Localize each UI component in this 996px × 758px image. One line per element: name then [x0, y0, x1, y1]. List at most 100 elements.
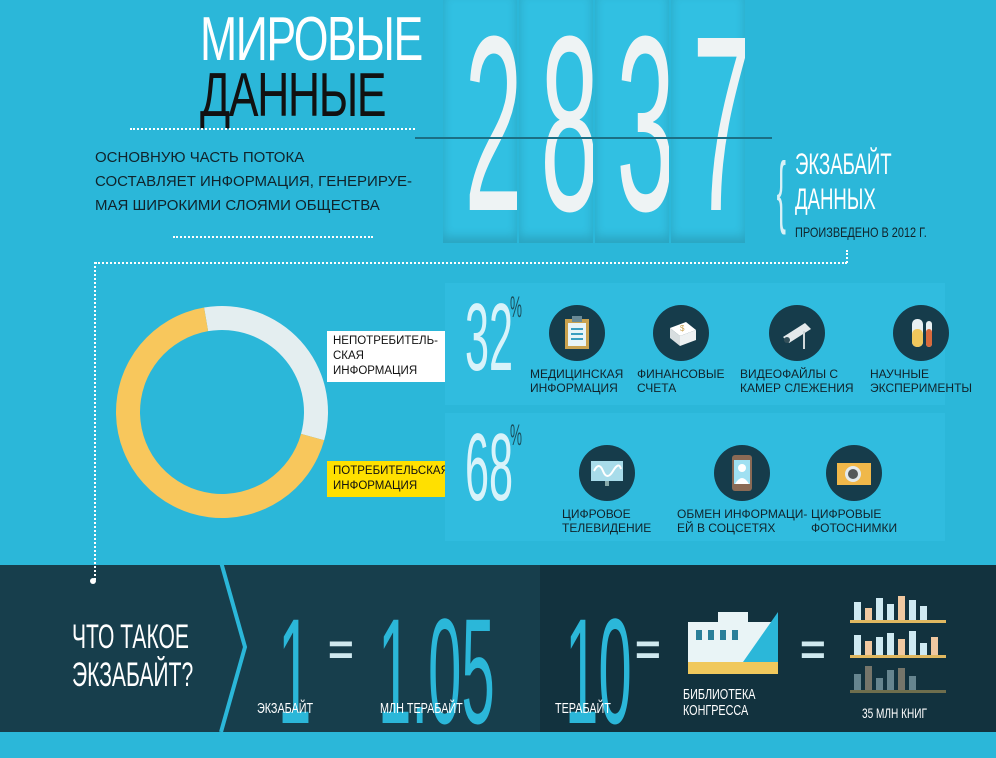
book: [865, 608, 872, 620]
security-camera-icon: [768, 305, 825, 361]
book: [931, 637, 938, 655]
divider: [846, 250, 848, 263]
digit: 2: [464, 0, 517, 243]
book: [887, 604, 894, 620]
item-label: ИНФОРМАЦИЯ: [530, 381, 618, 395]
chevron-right-icon: [219, 562, 248, 732]
subtitle-line: ОСНОВНУЮ ЧАСТЬ ПОТОКА: [95, 149, 305, 166]
svg-text:$: $: [680, 324, 685, 333]
label-line: НЕПОТРЕБИТЕЛЬ-: [333, 335, 438, 347]
digit-tile: 2: [443, 0, 517, 243]
subtitle-line: МАЯ ШИРОКИМИ СЛОЯМИ ОБЩЕСТВА: [95, 197, 380, 214]
question: ЧТО ТАКОЕ ЭКЗАБАЙТ?: [72, 618, 267, 694]
book: [898, 668, 905, 690]
item-label: ЕЙ В СОЦСЕТЯХ: [677, 521, 776, 535]
item-label: ЭКСПЕРИМЕНТЫ: [870, 381, 973, 395]
title-line1: МИРОВЫЕ: [200, 5, 423, 74]
item-label: ОБМЕН ИНФОРМАЦИ-: [677, 507, 808, 521]
book: [920, 606, 927, 620]
library-label: БИБЛИОТЕКА КОНГРЕССА: [683, 687, 784, 719]
smartphone-icon: [714, 445, 771, 501]
books-label: 35 МЛН КНИГ: [862, 705, 927, 721]
item-social: ОБМЕН ИНФОРМАЦИ- ЕЙ В СОЦСЕТЯХ: [677, 445, 807, 535]
shelf: [850, 690, 946, 693]
digit: 8: [540, 0, 593, 243]
item-medical: МЕДИЦИНСКАЯ ИНФОРМАЦИЯ: [530, 305, 623, 395]
exabyte-label: ЭКЗАБАЙТ: [257, 700, 314, 717]
library-terabytes-label: ТЕРАБАЙТ: [555, 700, 611, 717]
connector-line: [94, 562, 96, 580]
question-line: ЭКЗАБАЙТ?: [72, 656, 194, 694]
subtitle-line: СОСТАВЛЯЕТ ИНФОРМАЦИЯ, ГЕНЕРИРУЕ-: [95, 173, 413, 190]
book: [909, 676, 916, 690]
book: [854, 602, 861, 620]
label-line: СКАЯ ИНФОРМАЦИЯ: [333, 350, 418, 377]
library-terabytes: 10: [565, 587, 632, 755]
label-nonconsumer: НЕПОТРЕБИТЕЛЬ- СКАЯ ИНФОРМАЦИЯ: [327, 331, 457, 382]
percent-value: 68: [465, 414, 514, 521]
item-label: СЧЕТА: [637, 381, 677, 395]
tv-icon: [578, 445, 635, 501]
label-line: ПОТРЕБИТЕЛЬСКАЯ: [333, 465, 449, 477]
book: [909, 600, 916, 620]
book: [898, 639, 905, 655]
item-label: ВИДЕОФАЙЛЫ С: [740, 367, 839, 381]
camera-icon: [826, 445, 883, 501]
terabyte-label: МЛН ТЕРАБАЙТ: [380, 700, 463, 717]
percent-value: 32: [465, 284, 514, 391]
book: [887, 633, 894, 655]
item-finance: $ ФИНАНСОВЫЕ СЧЕТА: [637, 305, 724, 395]
percent-sign: %: [510, 419, 523, 452]
clipboard-icon: [548, 305, 605, 361]
percent-sign: %: [510, 291, 523, 324]
item-science: НАУЧНЫЕ ЭКСПЕРИМЕНТЫ: [870, 305, 972, 395]
item-label: ТЕЛЕВИДЕНИЕ: [562, 521, 652, 535]
library-label-line: БИБЛИОТЕКА: [683, 686, 756, 703]
item-label: НАУЧНЫЕ: [870, 367, 930, 381]
exabyte-count: 1: [278, 587, 312, 755]
item-label: КАМЕР СЛЕЖЕНИЯ: [740, 381, 854, 395]
book: [854, 674, 861, 690]
donut-chart: [116, 306, 328, 518]
consumer-panel: 68 % ЦИФРОВОЕ ТЕЛЕВИДЕНИЕ ОБМЕН ИНФОРМАЦИ…: [445, 413, 945, 541]
money-stack-icon: $: [652, 305, 709, 361]
book: [909, 631, 916, 655]
bookshelves-icon: [850, 596, 946, 693]
produced-note: ПРОИЗВЕДЕНО В 2012 Г.: [795, 224, 927, 240]
donut-slice: [204, 306, 328, 441]
question-line: ЧТО ТАКОЕ: [72, 618, 189, 656]
book: [876, 598, 883, 620]
book: [865, 641, 872, 655]
shelf: [850, 655, 946, 658]
shelf: [850, 620, 946, 623]
split-line: [415, 137, 772, 139]
digit-tile: 3: [595, 0, 669, 243]
library-building-icon: [688, 612, 778, 674]
unit-line2: ДАННЫХ: [795, 183, 876, 216]
connector-line: [94, 262, 96, 580]
test-tubes-icon: [893, 305, 950, 361]
brace-icon: {: [776, 146, 787, 235]
item-label: ФОТОСНИМКИ: [811, 521, 898, 535]
divider: [130, 128, 415, 130]
item-label: ЦИФРОВЫЕ: [811, 507, 882, 521]
book: [920, 643, 927, 655]
divider: [95, 262, 847, 264]
title-line2: ДАННЫЕ: [200, 61, 387, 130]
subtitle: ОСНОВНУЮ ЧАСТЬ ПОТОКА СОСТАВЛЯЕТ ИНФОРМА…: [95, 146, 412, 218]
book: [876, 678, 883, 690]
library-label-line: КОНГРЕССА: [683, 702, 749, 719]
connector-dot: [90, 578, 96, 584]
digit: 3: [616, 0, 669, 243]
digit-tile: 7: [671, 0, 745, 243]
divider: [173, 236, 373, 238]
item-tv: ЦИФРОВОЕ ТЕЛЕВИДЕНИЕ: [562, 445, 651, 535]
item-label: ФИНАНСОВЫЕ: [637, 367, 725, 381]
book: [887, 670, 894, 690]
equals-sign: =: [328, 625, 354, 674]
book: [865, 666, 872, 690]
nonconsumer-panel: 32 % МЕДИЦИНСКАЯ ИНФОРМАЦИЯ $ ФИНАНСОВЫЕ С…: [445, 283, 972, 405]
item-photo: ЦИФРОВЫЕ ФОТОСНИМКИ: [811, 445, 897, 535]
book: [854, 635, 861, 655]
item-label: ЦИФРОВОЕ: [562, 507, 631, 521]
